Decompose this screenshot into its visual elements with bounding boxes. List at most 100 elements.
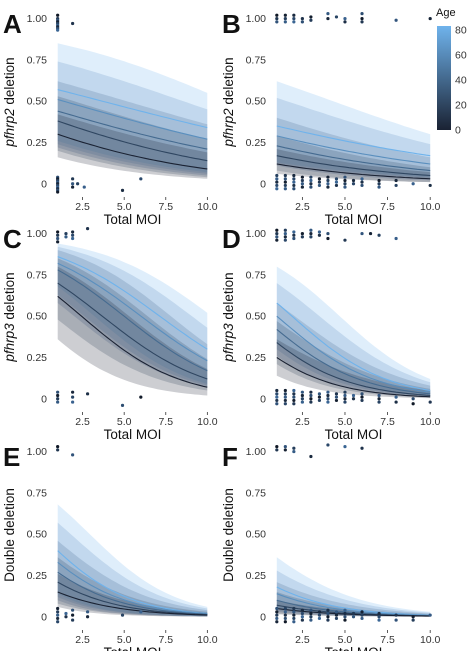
- data-point: [283, 180, 287, 184]
- data-point: [275, 395, 279, 399]
- data-point: [309, 228, 313, 232]
- data-point: [64, 611, 68, 616]
- data-point: [326, 615, 330, 619]
- data-point: [360, 177, 364, 181]
- y-tick-label: 0.25: [246, 352, 267, 364]
- data-point: [317, 392, 322, 396]
- y-tick-label: 0.75: [27, 54, 48, 66]
- data-point: [317, 395, 322, 399]
- data-point: [71, 395, 75, 399]
- y-tick-label: 1.00: [27, 228, 48, 240]
- data-point: [283, 610, 287, 614]
- data-point: [300, 231, 304, 236]
- x-tick-label: 10.0: [197, 201, 218, 213]
- data-point: [275, 613, 279, 617]
- data-point: [56, 448, 60, 452]
- fit-line-age-80: [276, 586, 431, 616]
- x-axis-title: Total MOI: [325, 212, 383, 227]
- data-point: [377, 397, 381, 401]
- data-point: [309, 235, 313, 239]
- data-point: [377, 233, 381, 237]
- fit-line-age-80: [57, 89, 208, 129]
- data-point: [360, 398, 364, 403]
- data-point: [292, 398, 296, 403]
- data-point: [292, 177, 296, 181]
- x-tick-label: 10.0: [420, 416, 441, 428]
- y-tick-label: 1.00: [27, 446, 48, 458]
- data-point: [56, 240, 60, 244]
- x-tick-label: 2.5: [75, 201, 90, 213]
- x-tick-label: 7.5: [380, 634, 395, 646]
- data-point: [334, 177, 339, 181]
- data-point: [317, 180, 322, 184]
- data-point: [71, 230, 75, 234]
- ci-band-age-80: [276, 81, 431, 178]
- fit-line-age-60: [276, 135, 431, 165]
- data-point: [334, 183, 339, 188]
- fit-line-age-0: [57, 591, 208, 616]
- y-tick-label: 0.75: [246, 487, 267, 499]
- data-point: [309, 397, 313, 401]
- ci-band-age-0: [57, 573, 208, 617]
- data-point: [283, 13, 287, 17]
- data-point: [76, 182, 80, 186]
- data-point: [411, 618, 415, 622]
- panel-b: B 0 0.25 0.50 0.75 1.00 2.5 5.0 7.5 10.0 Total MOI…: [221, 9, 441, 227]
- data-point: [71, 177, 75, 181]
- fit-line-age-0: [276, 357, 431, 398]
- data-point: [64, 615, 68, 619]
- y-tick-label: 0.75: [27, 269, 48, 281]
- data-point: [300, 182, 304, 186]
- data-point: [309, 618, 313, 622]
- y-tick-label: 1.00: [246, 446, 267, 458]
- data-point: [292, 20, 296, 24]
- data-point: [292, 236, 296, 241]
- data-point: [71, 185, 75, 189]
- data-point: [275, 392, 279, 396]
- data-point: [428, 400, 432, 404]
- data-point: [56, 190, 60, 194]
- x-tick-label: 10.0: [197, 634, 218, 646]
- data-point: [292, 233, 296, 237]
- y-tick-label: 0: [260, 178, 266, 190]
- x-axis-title: Total MOI: [104, 427, 162, 442]
- x-axis-title: Total MOI: [104, 645, 162, 651]
- x-tick-label: 7.5: [380, 416, 395, 428]
- data-point: [343, 445, 347, 449]
- data-point: [317, 233, 322, 237]
- data-point: [309, 175, 313, 179]
- x-tick-label: 2.5: [295, 634, 310, 646]
- data-point: [334, 180, 339, 184]
- data-point: [317, 398, 322, 403]
- y-axis-title-text: Double deletion: [2, 488, 17, 582]
- ci-band-age-60: [57, 246, 208, 386]
- data-point: [283, 448, 287, 452]
- data-point: [377, 185, 381, 189]
- data-point: [360, 613, 364, 617]
- y-axis-title-text: deletion: [221, 57, 236, 108]
- data-point: [343, 20, 347, 24]
- y-tick-label: 1.00: [246, 13, 267, 25]
- data-point: [326, 611, 330, 616]
- data-point: [351, 611, 356, 616]
- ci-band-age-40: [276, 117, 431, 181]
- y-tick-label: 0.50: [27, 529, 48, 541]
- x-tick-label: 10.0: [420, 201, 441, 213]
- data-point: [283, 616, 287, 621]
- data-point: [292, 16, 296, 21]
- fit-line-age-40: [276, 328, 431, 395]
- data-point: [334, 610, 339, 614]
- y-tick-label: 0.75: [27, 487, 48, 499]
- y-tick-label: 0.75: [246, 54, 267, 66]
- data-point: [275, 180, 279, 184]
- data-point: [120, 188, 125, 192]
- data-point: [300, 400, 304, 404]
- data-point: [275, 402, 279, 406]
- data-point: [309, 182, 313, 186]
- data-point: [326, 608, 330, 612]
- data-point: [343, 238, 347, 242]
- data-point: [343, 16, 347, 21]
- y-axis-title: Double deletion: [221, 488, 236, 582]
- data-point: [394, 18, 398, 22]
- data-point: [292, 395, 296, 399]
